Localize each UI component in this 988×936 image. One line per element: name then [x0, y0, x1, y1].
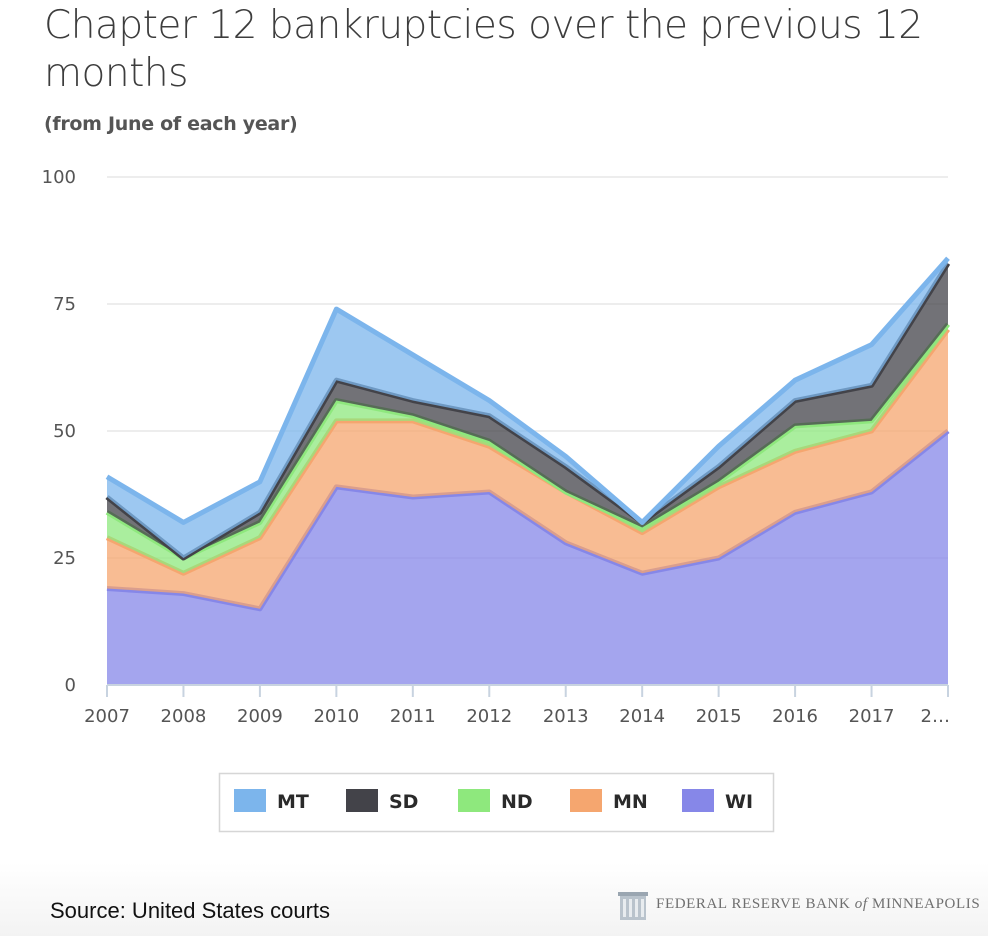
area-mn: [107, 329, 948, 609]
org-of: of: [854, 896, 868, 912]
x-tick-label: 2007: [84, 706, 130, 727]
source-note: Source: United States courts: [50, 898, 331, 923]
y-tick-label: 0: [65, 675, 76, 696]
legend-swatch: [234, 789, 266, 812]
legend-item-sd[interactable]: SD: [346, 789, 418, 813]
line-mt: [105, 256, 950, 525]
y-axis: 0 25 50 75 100: [42, 167, 76, 696]
organization-name: FEDERAL RESERVE BANK of MINNEAPOLIS: [656, 896, 980, 913]
x-tick-label: 2009: [237, 706, 283, 727]
y-tick-label: 100: [42, 167, 76, 188]
area-mt: [107, 258, 948, 558]
org-prefix: FEDERAL RESERVE BANK: [656, 896, 855, 912]
legend-swatch: [346, 789, 378, 812]
legend-box: [218, 772, 775, 833]
legend-label: WI: [725, 791, 753, 813]
x-tick-label: 2010: [313, 706, 359, 727]
chart-title: Chapter 12 bankruptcies over the previou…: [44, 3, 923, 96]
x-tick-label: 2012: [466, 706, 512, 727]
x-tick-label: 2015: [696, 706, 742, 727]
stacked-area-chart: 2007 2008 2009 2010 2011 2012 2013 2014 2015 2016…: [42, 167, 951, 833]
x-tick-label: 2…: [921, 706, 950, 727]
x-axis: 2007 2008 2009 2010 2011 2012 2013 2014 2015 2016…: [84, 684, 950, 727]
x-tick-label: 2008: [161, 706, 207, 727]
footer-bar: [0, 862, 988, 936]
y-tick-label: 75: [53, 294, 76, 315]
x-tick-label: 2016: [772, 706, 818, 727]
x-tick-label: 2014: [619, 706, 665, 727]
legend-item-wi[interactable]: WI: [682, 789, 753, 813]
x-tick-label: 2013: [543, 706, 589, 727]
legend: MT SD ND MN WI: [218, 772, 775, 833]
y-tick-label: 50: [53, 421, 76, 442]
x-tick-label: 2011: [390, 706, 436, 727]
legend-label: ND: [501, 791, 533, 813]
area-nd: [107, 324, 948, 574]
legend-item-nd[interactable]: ND: [458, 789, 533, 813]
org-suffix: MINNEAPOLIS: [867, 896, 981, 912]
legend-swatch: [682, 789, 714, 812]
area-wi: [107, 431, 948, 685]
legend-label: MN: [613, 791, 648, 813]
legend-label: SD: [389, 791, 418, 813]
chart-subtitle: (from June of each year): [44, 113, 298, 135]
legend-swatch: [458, 789, 490, 812]
legend-label: MT: [277, 791, 309, 813]
x-tick-label: 2017: [849, 706, 895, 727]
line-sd: [105, 262, 951, 561]
legend-item-mn[interactable]: MN: [570, 789, 648, 813]
legend-item-mt[interactable]: MT: [234, 789, 309, 813]
y-tick-label: 25: [53, 548, 76, 569]
legend-swatch: [570, 789, 602, 812]
area-series: [105, 256, 951, 685]
fed-building-logo-icon: [618, 892, 648, 920]
